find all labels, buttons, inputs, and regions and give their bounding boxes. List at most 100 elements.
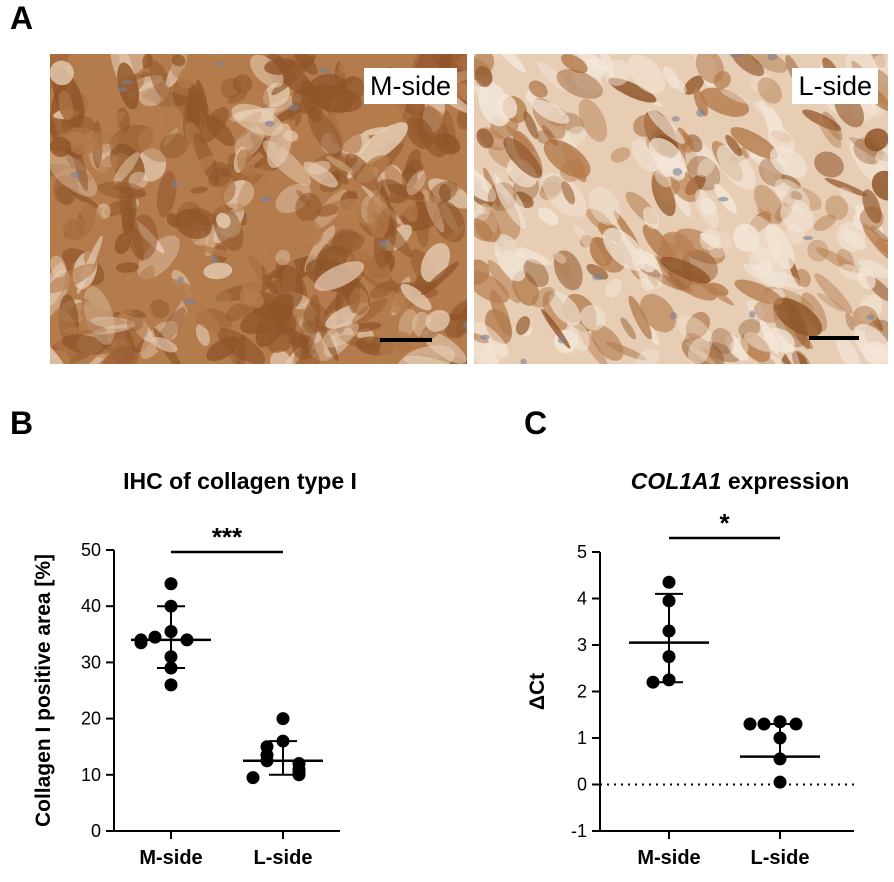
collagen-fiber	[791, 350, 812, 364]
collagen-fiber	[579, 235, 593, 248]
collagen-fiber	[406, 116, 434, 149]
collagen-fiber	[97, 155, 118, 178]
collagen-fiber	[654, 171, 672, 188]
collagen-fiber	[825, 195, 849, 221]
collagen-fiber	[314, 198, 360, 216]
collagen-fiber	[97, 181, 147, 200]
y-axis-label: ΔCt	[526, 673, 549, 710]
data-point	[757, 717, 771, 731]
collagen-fiber	[442, 110, 456, 154]
collagen-fiber	[580, 305, 606, 331]
collagen-fiber	[569, 54, 610, 71]
collagen-fiber	[610, 147, 631, 163]
cell-nucleus	[117, 86, 127, 93]
collagen-fiber	[790, 190, 803, 201]
data-point	[292, 768, 306, 782]
panel-letter-c: C	[524, 405, 548, 441]
collagen-fiber	[159, 133, 189, 159]
cell-nucleus	[183, 298, 196, 305]
collagen-fiber	[474, 79, 491, 100]
collagen-fiber	[495, 182, 526, 229]
collagen-fiber	[156, 171, 177, 218]
collagen-fiber	[183, 295, 221, 334]
collagen-fiber	[695, 54, 724, 84]
collagen-fiber	[476, 128, 494, 149]
data-point	[646, 675, 660, 689]
collagen-fiber	[750, 54, 788, 73]
collagen-fiber	[113, 152, 140, 185]
collagen-fiber	[428, 180, 458, 204]
collagen-fiber	[602, 228, 646, 271]
collagen-fiber	[177, 67, 196, 89]
data-point	[276, 712, 290, 726]
collagen-fiber	[659, 176, 681, 196]
collagen-fiber	[237, 162, 272, 210]
collagen-fiber	[677, 315, 714, 349]
collagen-fiber	[220, 78, 242, 100]
collagen-fiber	[367, 193, 390, 239]
collagen-fiber	[871, 170, 888, 201]
collagen-fiber	[523, 259, 549, 288]
collagen-fiber	[836, 221, 866, 252]
collagen-fiber	[782, 194, 795, 208]
collagen-fiber	[161, 320, 179, 342]
collagen-fiber	[862, 224, 888, 263]
collagen-fiber	[370, 280, 398, 299]
collagen-fiber	[479, 341, 508, 364]
collagen-fiber	[813, 214, 836, 232]
collagen-fiber	[746, 300, 765, 318]
y-tick-label: 10	[81, 765, 101, 785]
y-axis-label: Collagen I positive area [%]	[32, 554, 55, 827]
data-point	[148, 630, 162, 644]
cell-nucleus	[260, 196, 272, 202]
data-point	[789, 717, 803, 731]
collagen-fiber	[189, 54, 239, 80]
collagen-fiber	[505, 183, 525, 210]
cell-nucleus	[767, 54, 778, 61]
collagen-fiber	[474, 164, 497, 202]
collagen-fiber	[275, 249, 291, 266]
collagen-fiber	[267, 245, 280, 258]
collagen-fiber	[307, 160, 331, 175]
data-point	[164, 678, 178, 692]
collagen-fiber	[862, 341, 888, 364]
cell-nucleus	[378, 240, 390, 247]
collagen-fiber	[117, 62, 139, 110]
collagen-fiber	[125, 275, 154, 321]
collagen-fiber	[647, 108, 685, 144]
collagen-fiber	[531, 99, 570, 124]
collagen-fiber	[787, 305, 811, 350]
collagen-fiber	[766, 223, 795, 270]
collagen-fiber	[642, 206, 660, 230]
collagen-fiber	[208, 167, 232, 188]
collagen-fiber	[174, 208, 212, 240]
collagen-fiber	[503, 137, 543, 179]
collagen-fiber	[752, 101, 773, 121]
collagen-fiber	[836, 334, 863, 364]
collagen-fiber	[839, 187, 865, 212]
collagen-fiber	[725, 335, 749, 362]
collagen-fiber	[642, 224, 674, 263]
collagen-fiber	[432, 201, 466, 243]
collagen-fiber	[445, 164, 467, 192]
collagen-fiber	[753, 301, 780, 323]
collagen-fiber	[58, 294, 79, 348]
y-tick-label: 0	[91, 821, 101, 841]
collagen-fiber	[822, 111, 843, 141]
micrograph-m-side-label: M-side	[363, 68, 457, 104]
collagen-fiber	[515, 316, 531, 336]
collagen-fiber	[263, 265, 278, 276]
collagen-fiber	[700, 87, 749, 117]
cell-nucleus	[802, 235, 814, 241]
collagen-fiber	[474, 218, 493, 242]
collagen-fiber	[669, 75, 687, 93]
collagen-fiber	[426, 104, 465, 139]
collagen-fiber	[190, 186, 209, 194]
data-point	[662, 575, 676, 589]
collagen-fiber	[757, 100, 768, 112]
collagen-fiber	[661, 231, 696, 261]
data-point	[134, 636, 148, 650]
collagen-fiber	[634, 348, 660, 364]
collagen-fiber	[357, 122, 408, 165]
collagen-fiber	[541, 124, 559, 147]
